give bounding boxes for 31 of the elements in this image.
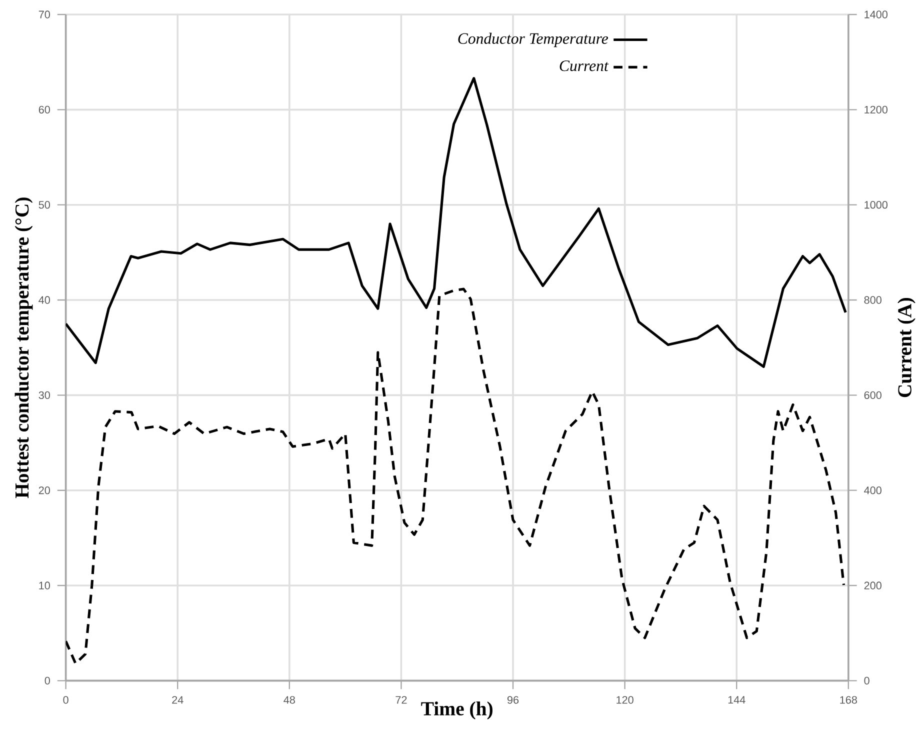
y-tick-label: 70 — [38, 10, 50, 18]
y-tick-label: 30 — [38, 391, 50, 400]
y-tick-label: 0 — [44, 676, 50, 685]
x-tick-label: 72 — [396, 696, 407, 704]
x-tick-label: 24 — [172, 696, 184, 704]
y2-tick-label: 1000 — [864, 201, 888, 209]
x-tick-label: 168 — [840, 696, 857, 704]
x-tick-label: 120 — [616, 696, 634, 704]
y2-tick-label: 400 — [864, 486, 882, 494]
x-tick-label: 0 — [63, 696, 68, 704]
y-tick-label: 10 — [39, 582, 50, 590]
x-axis-title: Time (h) — [421, 702, 492, 720]
y2-tick-label: 0 — [864, 676, 870, 685]
line-series — [66, 288, 846, 665]
y-tick-label: 50 — [38, 201, 50, 209]
y2-tick-label: 1200 — [864, 106, 888, 114]
x-tick-label: 96 — [507, 696, 519, 704]
y-tick-label: 60 — [38, 106, 50, 114]
legend-label: Current — [560, 60, 609, 72]
y2-axis-title: Current (A) — [898, 298, 916, 398]
y-tick-label: 40 — [38, 296, 50, 304]
legend-label: Conductor Temperature — [458, 32, 608, 48]
x-tick-label: 48 — [284, 696, 295, 704]
line-series — [66, 77, 847, 368]
y2-tick-label: 600 — [864, 391, 882, 400]
y-axis-title: Hottest conductor temperature (°C) — [14, 198, 33, 498]
y-tick-label: 20 — [38, 486, 50, 494]
y2-tick-label: 800 — [864, 296, 882, 304]
y2-tick-label: 1400 — [864, 10, 888, 18]
y2-tick-label: 200 — [864, 582, 882, 590]
x-tick-label: 144 — [728, 696, 746, 704]
